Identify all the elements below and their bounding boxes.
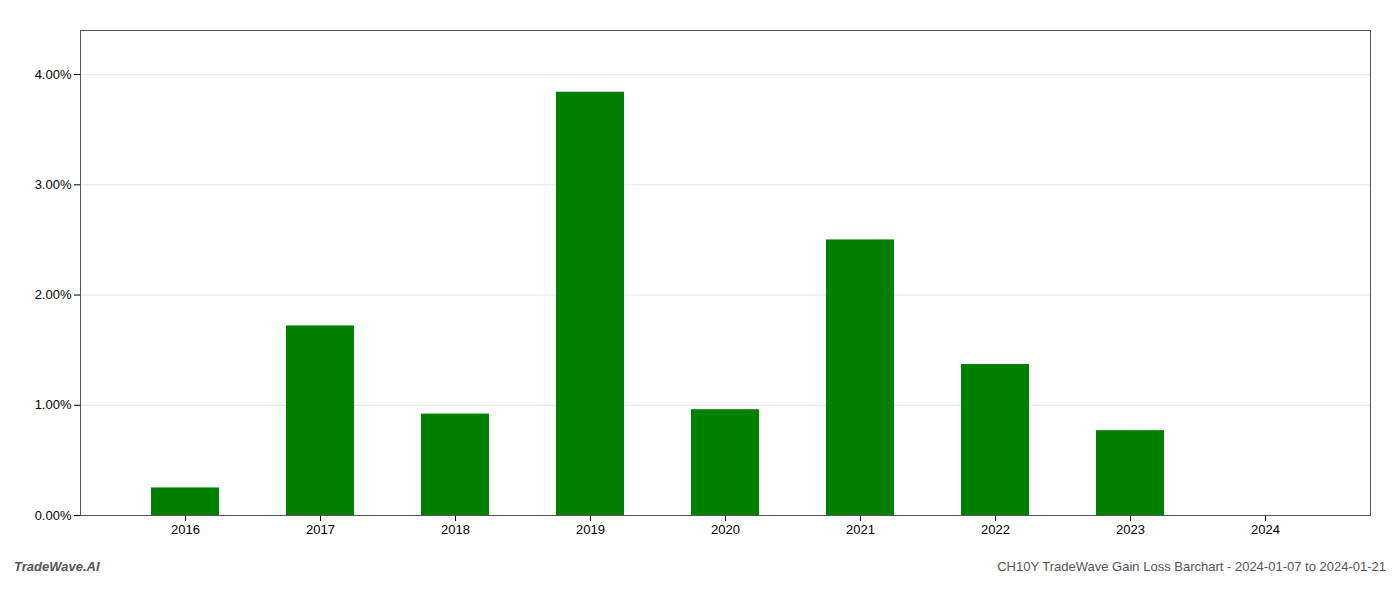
svg-text:2024: 2024 [1251,522,1280,537]
svg-text:2021: 2021 [846,522,875,537]
svg-text:2023: 2023 [1116,522,1145,537]
svg-text:2022: 2022 [981,522,1010,537]
svg-text:0.00%: 0.00% [35,508,72,523]
svg-text:2016: 2016 [171,522,200,537]
svg-text:2019: 2019 [576,522,605,537]
svg-text:2020: 2020 [711,522,740,537]
svg-text:2.00%: 2.00% [35,287,72,302]
svg-text:2017: 2017 [306,522,335,537]
svg-text:4.00%: 4.00% [35,67,72,82]
html-text:TradeWave.AI: TradeWave.AI [14,559,100,574]
svg-text:2018: 2018 [441,522,470,537]
html-text:CH10Y TradeWave Gain Loss Barc: CH10Y TradeWave Gain Loss Barchart - 202… [997,559,1386,574]
svg-text:1.00%: 1.00% [35,397,72,412]
svg-text:3.00%: 3.00% [35,177,72,192]
